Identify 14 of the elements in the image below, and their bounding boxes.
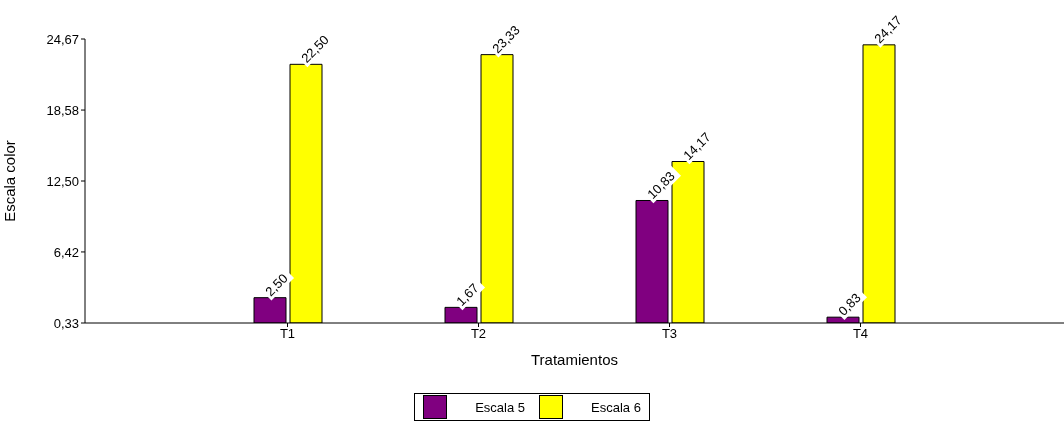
x-tick-label: T3 <box>661 326 678 342</box>
y-tick-label: 18,58 <box>46 102 79 118</box>
x-tick-label: T4 <box>852 326 869 342</box>
y-tick-label: 6,42 <box>53 244 79 260</box>
y-tick-label: 24,67 <box>46 31 79 47</box>
data-label: 0,83 <box>835 290 864 319</box>
y-tick-label: 12,50 <box>46 173 79 189</box>
x-tick-label: T1 <box>279 326 296 342</box>
x-axis-title: Tratamientos <box>531 351 618 368</box>
y-tick-label: 0,33 <box>53 315 79 331</box>
legend-label: Escala 5 <box>475 399 525 415</box>
legend-label: Escala 6 <box>591 399 641 415</box>
y-axis-title: Escala color <box>1 140 19 222</box>
x-tick-label: T2 <box>470 326 487 342</box>
